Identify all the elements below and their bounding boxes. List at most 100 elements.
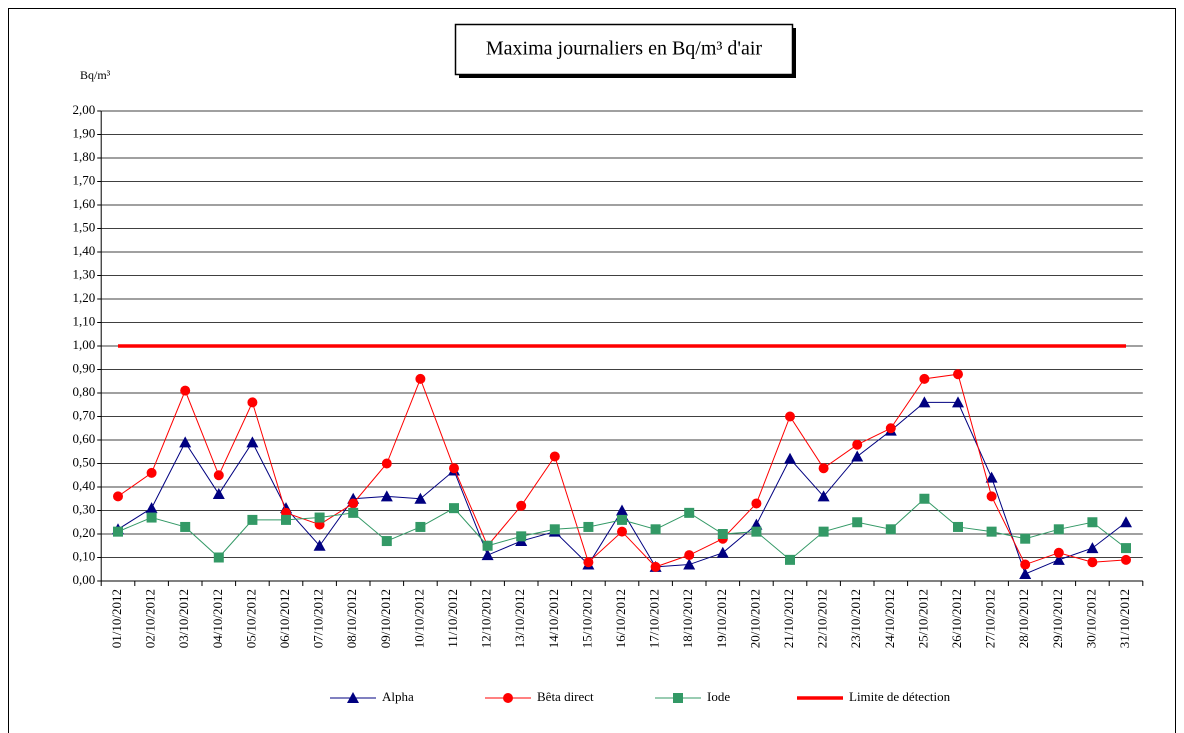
data-point <box>247 397 258 408</box>
x-tick-label: 18/10/2012 <box>680 589 695 648</box>
y-tick-label: 0,40 <box>72 478 95 493</box>
data-point <box>716 546 729 558</box>
data-point <box>348 507 359 518</box>
y-tick-label: 1,10 <box>72 313 95 328</box>
x-tick-label: 05/10/2012 <box>243 589 258 648</box>
data-point <box>852 517 863 528</box>
data-point <box>684 550 695 561</box>
legend-label: Limite de détection <box>849 689 951 704</box>
x-tick-label: 27/10/2012 <box>983 589 998 648</box>
legend-label: Iode <box>707 689 730 704</box>
data-point <box>516 531 527 542</box>
y-tick-label: 1,50 <box>72 219 95 234</box>
x-tick-label: 24/10/2012 <box>882 589 897 648</box>
data-point <box>145 502 158 514</box>
x-tick-label: 10/10/2012 <box>411 589 426 648</box>
x-tick-label: 12/10/2012 <box>479 589 494 648</box>
y-tick-label: 0,30 <box>72 501 95 516</box>
chart-title: Maxima journaliers en Bq/m³ d'air <box>486 38 763 60</box>
x-tick-label: 07/10/2012 <box>311 589 326 648</box>
y-tick-label: 0,00 <box>72 572 95 587</box>
data-point <box>583 557 594 568</box>
data-point <box>751 498 762 509</box>
y-tick-label: 1,40 <box>72 243 95 258</box>
data-point <box>313 539 326 551</box>
data-point <box>146 467 157 478</box>
data-point <box>1087 517 1098 528</box>
data-point <box>449 503 459 514</box>
data-point <box>986 491 997 502</box>
data-point <box>1121 554 1131 565</box>
data-point <box>415 373 426 384</box>
x-tick-label: 31/10/2012 <box>1117 589 1132 648</box>
chart-frame <box>8 8 1176 733</box>
data-point <box>281 514 291 525</box>
x-tick-label: 15/10/2012 <box>579 589 594 648</box>
legend-marker <box>503 693 513 703</box>
x-tick-label: 14/10/2012 <box>546 589 561 648</box>
data-point <box>1053 524 1064 535</box>
x-tick-label: 01/10/2012 <box>109 589 124 648</box>
data-point <box>885 423 896 434</box>
data-point <box>1053 547 1064 558</box>
y-tick-label: 0,50 <box>72 454 95 469</box>
data-point <box>179 436 192 448</box>
data-point <box>818 526 829 537</box>
y-tick-label: 1,00 <box>72 337 95 352</box>
x-tick-label: 03/10/2012 <box>176 589 191 648</box>
data-point <box>549 524 560 535</box>
data-point <box>381 536 392 547</box>
data-point <box>1086 542 1099 554</box>
x-tick-label: 25/10/2012 <box>915 589 930 648</box>
x-tick-label: 08/10/2012 <box>344 589 359 648</box>
x-tick-label: 04/10/2012 <box>210 589 225 648</box>
data-point <box>180 521 191 532</box>
data-point <box>549 451 560 462</box>
data-point <box>986 526 997 537</box>
legend-label: Bêta direct <box>537 689 594 704</box>
data-point <box>852 439 863 450</box>
y-tick-label: 0,20 <box>72 525 95 540</box>
data-point <box>314 512 325 523</box>
data-point <box>617 514 627 525</box>
data-point <box>785 411 795 422</box>
data-point <box>919 493 930 504</box>
data-point <box>751 526 762 537</box>
y-tick-label: 0,70 <box>72 407 95 422</box>
x-tick-label: 11/10/2012 <box>445 589 460 648</box>
x-tick-label: 21/10/2012 <box>781 589 796 648</box>
data-point <box>212 488 225 500</box>
data-point <box>684 507 695 518</box>
x-tick-label: 17/10/2012 <box>647 589 662 648</box>
data-point <box>885 524 896 535</box>
data-point <box>213 552 224 563</box>
x-tick-label: 29/10/2012 <box>1050 589 1065 648</box>
legend-marker <box>673 693 683 703</box>
data-point <box>380 490 393 502</box>
data-point <box>616 504 628 516</box>
data-point <box>985 471 998 483</box>
x-tick-label: 16/10/2012 <box>613 589 628 648</box>
y-tick-label: 1,90 <box>72 125 95 140</box>
y-tick-label: 0,90 <box>72 360 95 375</box>
data-point <box>851 450 864 462</box>
y-axis-label: Bq/m³ <box>80 68 111 82</box>
data-point <box>381 458 392 469</box>
data-point <box>1020 559 1031 570</box>
data-point <box>449 463 459 474</box>
x-tick-label: 23/10/2012 <box>848 589 863 648</box>
data-point <box>146 512 157 523</box>
data-point <box>415 521 426 532</box>
data-point <box>617 526 627 537</box>
y-tick-label: 0,10 <box>72 548 95 563</box>
data-point <box>818 463 829 474</box>
x-tick-label: 26/10/2012 <box>949 589 964 648</box>
data-point <box>953 369 963 380</box>
data-point <box>953 521 963 532</box>
data-point <box>1020 533 1031 544</box>
data-point <box>650 561 661 572</box>
legend-marker <box>347 692 359 703</box>
x-tick-label: 06/10/2012 <box>277 589 292 648</box>
title-box <box>454 23 794 76</box>
